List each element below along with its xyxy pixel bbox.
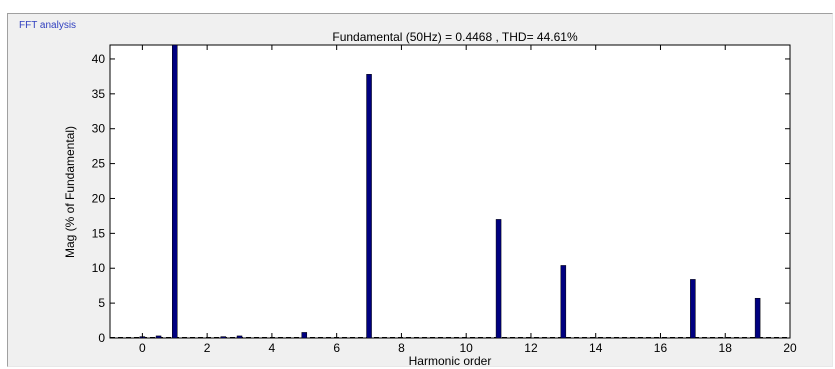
panel-title: FFT analysis (18, 20, 78, 32)
x-tick-label: 6 (333, 341, 340, 355)
bar (366, 74, 372, 339)
bar (172, 44, 178, 339)
x-tick-label: 14 (589, 341, 603, 355)
bars (139, 44, 761, 339)
plot-area (109, 44, 791, 339)
bar (155, 335, 162, 339)
bar (301, 332, 308, 339)
chart-title: Fundamental (50Hz) = 0.4468 , THD= 44.61… (332, 30, 578, 44)
y-tick-label: 30 (92, 122, 106, 136)
y-axis-ticks: 0 5 10 15 20 25 30 35 40 (92, 52, 790, 345)
x-tick-label: 10 (460, 341, 474, 355)
y-tick-label: 15 (92, 226, 106, 240)
bar (495, 219, 502, 339)
bar (560, 265, 567, 339)
y-tick-label: 20 (92, 191, 106, 205)
y-tick-label: 25 (92, 157, 106, 171)
y-tick-label: 5 (98, 296, 105, 310)
x-tick-label: 16 (654, 341, 668, 355)
x-tick-label: 0 (139, 341, 146, 355)
x-axis-label: Harmonic order (409, 354, 492, 368)
bar (236, 335, 243, 339)
bar (690, 279, 696, 339)
y-tick-label: 35 (92, 87, 106, 101)
bar (220, 336, 227, 339)
x-tick-label: 12 (524, 341, 538, 355)
x-tick-label: 18 (719, 341, 733, 355)
y-tick-label: 10 (92, 261, 106, 275)
x-tick-label: 20 (783, 341, 797, 355)
x-tick-label: 4 (269, 341, 276, 355)
x-tick-label: 8 (398, 341, 405, 355)
bar (754, 297, 761, 339)
y-tick-label: 0 (98, 331, 105, 345)
x-axis-ticks: 0 2 4 6 8 10 12 14 16 18 20 (139, 45, 797, 355)
y-axis-label: Mag (% of Fundamental) (63, 126, 77, 258)
y-tick-label: 40 (92, 52, 106, 66)
x-tick-label: 2 (204, 341, 211, 355)
